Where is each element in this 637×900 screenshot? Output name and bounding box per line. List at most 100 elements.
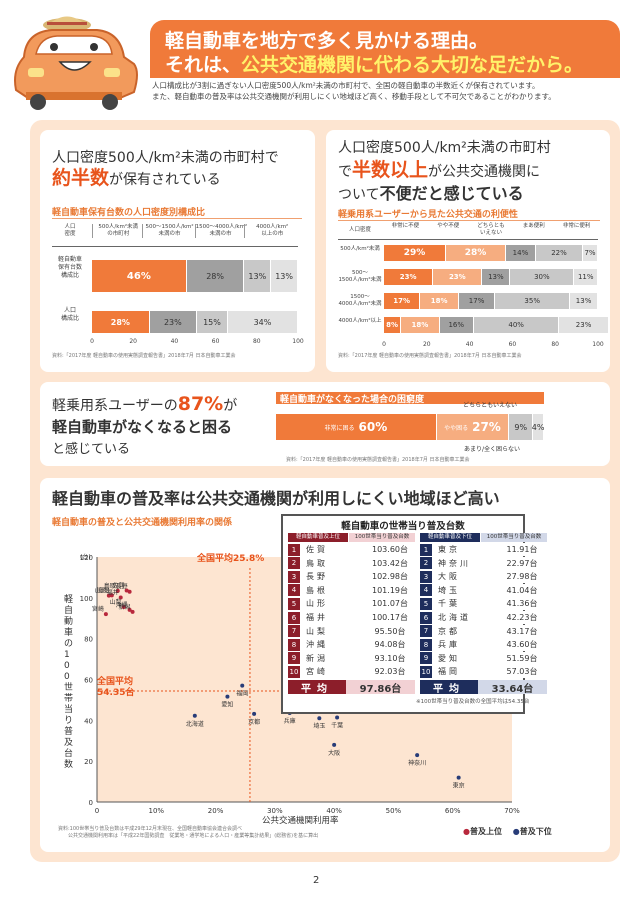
panel1-bar-segment: 28%	[186, 260, 244, 292]
ranking-top-row: 7 山梨 95.50台	[288, 624, 426, 638]
ranking-bottom-row: 1 東京 11.91台	[420, 543, 558, 556]
scatter-point	[192, 713, 197, 718]
ranking-bottom-row: 3 大阪 27.98台	[420, 570, 558, 584]
panel2-bar-segment: 23%	[559, 317, 608, 333]
page-number: 2	[313, 875, 320, 886]
panel1-bar-segment: 13%	[244, 260, 271, 292]
panel3-bar-chart: 非常に困る 60% やや困る 27% 9% 4% どちらともいえない あまり/全く困らない	[276, 402, 586, 454]
ranking-rank-number: 8	[288, 638, 300, 651]
panel3-bar-segment: やや困る 27%	[436, 414, 509, 440]
ranking-top-row: 4 島根 101.19台	[288, 583, 426, 597]
ranking-bottom-header-name: 軽自動車普及下位	[420, 533, 480, 542]
panel2-bar-segment: 22%	[535, 245, 583, 261]
panel2-bar-segment: 17%	[384, 293, 420, 309]
panel2-axis-tick: 80	[551, 341, 559, 348]
panel1-bar-chart: 人口 密度 500人/km²未満 の市町村 500〜1500人/km² 未満の市 15…	[52, 220, 304, 360]
panel1-axis-tick: 80	[252, 338, 261, 345]
panel3-segment-label: 非常に困る	[324, 424, 355, 432]
panel2-row-label: 500〜 1500人/km²未満	[338, 270, 382, 283]
ranking-bottom-row: 4 埼玉 41.04台	[420, 583, 558, 597]
panel2-bar-segment: 11%	[574, 269, 597, 285]
panel2-bar-segment: 23%	[384, 269, 433, 285]
panel3-label-not-troubled: あまり/全く困らない	[464, 446, 521, 453]
ranking-prefecture: 神奈川	[438, 558, 471, 568]
ranking-rank-number: 2	[420, 557, 432, 570]
ranking-note: ※100世帯当り普及台数の全国平均は54.35台	[416, 699, 530, 705]
panel2-bar-segment: 17%	[458, 293, 495, 309]
scatter-point-label: 長野	[116, 583, 128, 591]
panel1-heading: 人口密度500人/km²未満の市町村で 約半数が保有されている	[52, 150, 279, 189]
scatter-point-label: 愛知	[221, 701, 233, 709]
ranking-prefecture: 島根	[306, 585, 328, 595]
ranking-rank-number: 4	[420, 584, 432, 597]
panel2-source: 資料:「2017年度 軽自動車の使用実態調査報告書」2018年7月 日本自動車工…	[338, 353, 522, 359]
panel1-axis-tick: 20	[129, 338, 137, 345]
scatter-point	[415, 753, 420, 758]
x-tick-label: 50%	[386, 807, 402, 815]
x-axis-label: 公共交通機関利用率	[262, 816, 339, 826]
ranking-value: 100.17台	[372, 613, 408, 622]
ranking-top-header-name: 軽自動車普及上位	[288, 533, 348, 542]
ranking-prefecture: 長野	[306, 572, 328, 582]
x-tick-label: 10%	[149, 807, 165, 815]
y-tick-label: 80	[84, 636, 93, 644]
ranking-top-row: 2 鳥取 103.42台	[288, 556, 426, 570]
national-avg-x-label: 全国平均25.8%	[197, 554, 265, 564]
x-tick-label: 60%	[445, 807, 461, 815]
panel3-source: 資料:「2017年度 軽自動車の使用実態調査報告書」2018年7月 日本自動車工…	[286, 457, 470, 463]
panel1-axis-tick: 0	[90, 338, 94, 345]
panel2-axis-tick: 20	[422, 341, 431, 348]
panel4-source: 資料:100世帯当り普及台数は平成29年12月末現在、全国軽自動車協会連合会調べ…	[58, 826, 319, 839]
panel1-bar-segment: 46%	[92, 260, 186, 292]
panel2-bar-segment: 8%	[384, 317, 401, 333]
panel1-axis-tick: 40	[170, 338, 179, 345]
x-tick-label: 70%	[504, 807, 520, 815]
panel4-subtitle: 軽自動車の普及と公共交通機関利用率の関係	[52, 518, 233, 528]
panel2-bar-chart: 人口密度 非常に不便 やや不便 どちらとも いえない まあ便利 非常に便利 500人/km²…	[338, 221, 608, 351]
ranking-top-row: 6 福井 100.17台	[288, 611, 426, 624]
ranking-prefecture: 佐賀	[306, 545, 328, 554]
scatter-point-label: 京都	[248, 718, 260, 726]
scatter-point	[456, 775, 461, 780]
panel3-subtitle: 軽自動車がなくなった場合の困窮度	[276, 392, 544, 405]
scatter-point	[115, 588, 120, 593]
ranking-rank-number: 7	[420, 625, 432, 638]
panel2-header-rule	[338, 239, 598, 240]
panel2-axis-tick: 0	[382, 341, 386, 348]
ranking-bottom-row: 5 千葉 41.36台	[420, 597, 558, 611]
panel3-bar-segment: 4%	[532, 414, 544, 440]
panel1-bar-segment: 23%	[149, 311, 197, 333]
ranking-top-row: 5 山形 101.07台	[288, 597, 426, 611]
ranking-prefecture: 愛知	[438, 653, 460, 663]
panel3-segment-value: 9%	[514, 422, 528, 432]
panel2-col-header: まあ便利	[522, 223, 545, 229]
panel1-col-header: 4000人/km² 以上の市	[244, 224, 299, 238]
ranking-rank-number: 8	[420, 638, 432, 651]
scatter-point-label: 佐賀	[113, 581, 125, 589]
ranking-rank-number: 5	[420, 597, 432, 610]
panel1-axis-tick: 60	[211, 338, 220, 345]
panel2-row-label: 4000人/km²以上	[338, 318, 382, 324]
ranking-value: 57.03台	[506, 667, 538, 677]
panel2-row-label: 1500〜 4000人/km²未満	[338, 294, 382, 307]
panel2-col-header: 非常に便利	[562, 223, 591, 229]
panel2-bar-segment: 30%	[510, 269, 574, 285]
ranking-bottom-row: 10 福岡 57.03台	[420, 665, 558, 679]
scatter-point	[335, 715, 340, 720]
national-avg-y-label: 全国平均 54.35台	[97, 677, 135, 698]
scatter-point	[118, 595, 123, 600]
panel1-bar-segment: 15%	[197, 311, 227, 333]
ranking-rank-number: 3	[420, 570, 432, 583]
ranking-rank-number: 4	[288, 584, 300, 597]
panel1-col-header-label: 人口 密度	[64, 224, 76, 237]
ranking-rank-number: 3	[288, 570, 300, 583]
scatter-point	[121, 605, 126, 610]
header-banner	[150, 20, 620, 78]
ranking-value: 11.91台	[506, 545, 538, 554]
ranking-prefecture: 鳥取	[306, 558, 328, 568]
ranking-prefecture: 大阪	[438, 572, 460, 582]
ranking-prefecture: 山梨	[306, 626, 328, 636]
scatter-point-label: 福井	[107, 588, 119, 596]
panel1-header-rule	[52, 246, 298, 247]
ranking-value: 101.19台	[372, 585, 408, 595]
